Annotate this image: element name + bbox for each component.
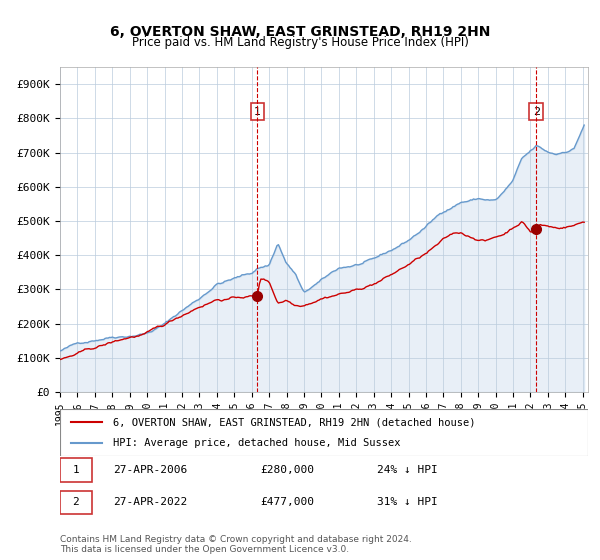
Text: 31% ↓ HPI: 31% ↓ HPI: [377, 497, 437, 507]
Text: 1: 1: [254, 106, 261, 116]
Text: 1: 1: [73, 465, 79, 475]
Text: HPI: Average price, detached house, Mid Sussex: HPI: Average price, detached house, Mid …: [113, 438, 400, 448]
FancyBboxPatch shape: [60, 458, 92, 482]
Text: £477,000: £477,000: [260, 497, 314, 507]
Text: 27-APR-2022: 27-APR-2022: [113, 497, 187, 507]
Text: 24% ↓ HPI: 24% ↓ HPI: [377, 465, 437, 475]
Text: 27-APR-2006: 27-APR-2006: [113, 465, 187, 475]
FancyBboxPatch shape: [60, 491, 92, 514]
Text: 6, OVERTON SHAW, EAST GRINSTEAD, RH19 2HN (detached house): 6, OVERTON SHAW, EAST GRINSTEAD, RH19 2H…: [113, 417, 475, 427]
Text: 2: 2: [73, 497, 79, 507]
Text: Contains HM Land Registry data © Crown copyright and database right 2024.
This d: Contains HM Land Registry data © Crown c…: [60, 535, 412, 554]
FancyBboxPatch shape: [60, 409, 588, 456]
Text: 6, OVERTON SHAW, EAST GRINSTEAD, RH19 2HN: 6, OVERTON SHAW, EAST GRINSTEAD, RH19 2H…: [110, 25, 490, 39]
Text: £280,000: £280,000: [260, 465, 314, 475]
Text: 2: 2: [533, 106, 540, 116]
Text: Price paid vs. HM Land Registry's House Price Index (HPI): Price paid vs. HM Land Registry's House …: [131, 36, 469, 49]
